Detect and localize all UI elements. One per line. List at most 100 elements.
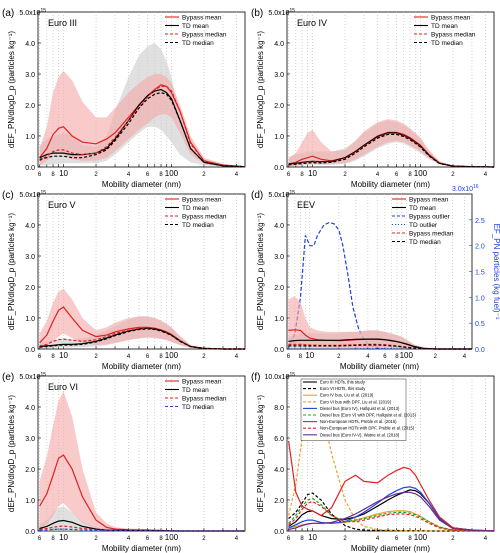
exponent: 15: [289, 8, 295, 14]
x-tick-label: 2: [94, 172, 98, 178]
x-axis-label: Mobility diameter (nm): [351, 544, 430, 553]
series-line: [288, 510, 495, 532]
panel-title: Euro V: [48, 200, 76, 210]
series-line: [288, 492, 494, 532]
legend-label: Non-European HDTs, Preble et al. (2015): [320, 419, 397, 424]
y-axis-label: dEF_PN/dlogD_p (particles kg⁻¹): [7, 395, 16, 512]
legend-label: Bypass median: [431, 31, 476, 38]
x-tick-label: 100: [414, 533, 428, 542]
x-tick-label: 100: [165, 169, 179, 178]
legend-label: TD mean: [431, 23, 458, 30]
y-tick-label: 0.0: [274, 347, 284, 354]
x-tick-label: 2: [202, 172, 206, 178]
x-tick-label: 6: [38, 172, 42, 178]
y-tick-label: 8.0: [274, 405, 284, 412]
y-tick-label: 10.0x1015: [265, 372, 296, 381]
y-tick-label: 1.0: [274, 316, 284, 323]
x-tick-label: 100: [165, 533, 179, 542]
series-line: [39, 328, 245, 350]
x-tick-label: 8: [159, 172, 163, 178]
y-tick-label: 3.0: [25, 72, 35, 79]
panel-e: 6 8 10 2 4 6 8 100 2 40.01.02.03.04.05.0x1015(e)E…: [2, 372, 246, 553]
y2-tick-label: 1.0: [475, 295, 485, 302]
exponent: 15: [40, 372, 46, 378]
x-tick-label: 8: [408, 172, 412, 178]
x-tick-label: 10: [305, 351, 314, 360]
legend-label: TD mean: [182, 23, 209, 30]
panel-label: (e): [2, 372, 14, 383]
y-tick-label: 4.0: [274, 223, 284, 230]
x-axis-label: Mobility diameter (nm): [102, 180, 181, 189]
legend-label: Bypass mean: [182, 378, 222, 385]
y-tick-label: 5.0x1015: [268, 190, 295, 199]
panel-a: 6 8 10 2 4 6 8 100 2 40.01.02.03.04.05.0x1015(a)E…: [2, 8, 246, 189]
x-tick-label: 2: [343, 172, 347, 178]
legend-label: TD outlier: [409, 222, 438, 229]
x-tick-label: 2: [202, 354, 206, 360]
legend-label: Euro IV bus, Liu et al. (2019): [320, 393, 374, 398]
series-line: [39, 85, 246, 168]
range-band: [39, 70, 245, 167]
legend-label: Euro VI bus with DPF, Liu et al. (2019): [320, 399, 392, 404]
x-tick-label: 8: [159, 354, 163, 360]
panel-label: (c): [2, 190, 14, 201]
y-tick-label: 3.0: [274, 254, 284, 261]
panel-label: (d): [251, 190, 263, 201]
legend-label: TD median: [409, 239, 441, 246]
legend-label: Bypass mean: [431, 14, 471, 21]
x-tick-label: 8: [51, 172, 55, 178]
legend-label: Non-European HDTs with DPF, Preble et al…: [320, 426, 415, 431]
x-tick-label: 8: [395, 354, 399, 360]
x-tick-label: 2: [94, 536, 98, 542]
legend-label: TD median: [182, 404, 214, 411]
x-tick-label: 8: [408, 536, 412, 542]
y-axis-label: dEF_PN/dlogD_p (particles kg⁻¹): [7, 31, 16, 148]
x-axis-label: Mobility diameter (nm): [340, 362, 419, 371]
panel-title: Euro VI: [48, 382, 78, 392]
x-tick-label: 100: [400, 351, 414, 360]
x-tick-label: 10: [59, 169, 68, 178]
legend-label: TD median: [182, 40, 214, 47]
x-tick-label: 2: [343, 536, 347, 542]
x-tick-label: 8: [300, 172, 304, 178]
x-tick-label: 4: [376, 172, 380, 178]
y2-tick-label: 0.5: [475, 321, 485, 328]
y-axis-label: dEF_PN/dlogD_p (particles kg⁻¹): [256, 395, 265, 512]
y-tick-label: 1.0: [25, 316, 35, 323]
x-tick-label: 4: [127, 172, 131, 178]
plot-frame: [37, 11, 246, 168]
plot-frame: [286, 375, 495, 532]
x-tick-label: 4: [484, 536, 488, 542]
legend-label: Bypass mean: [409, 196, 449, 203]
range-band: [288, 119, 494, 167]
legend-label: Bypass median: [182, 31, 227, 38]
x-tick-label: 8: [299, 354, 303, 360]
legend-label: Bypass mean: [182, 196, 222, 203]
x-tick-label: 10: [59, 351, 68, 360]
x-tick-label: 6: [395, 536, 399, 542]
x-tick-label: 2: [337, 354, 341, 360]
legend-label: TD mean: [182, 387, 209, 394]
x-tick-label: 4: [463, 354, 467, 360]
x-tick-label: 2: [451, 536, 455, 542]
x-tick-label: 2: [202, 536, 206, 542]
x-tick-label: 10: [308, 533, 317, 542]
legend-label: Diesel bus (Euro IV-V), Watne et al. (20…: [320, 432, 400, 437]
x-tick-label: 2: [94, 354, 98, 360]
y-axis-label: dEF_PN/dlogD_p (particles kg⁻¹): [256, 31, 265, 148]
panel-title: Euro III: [48, 18, 77, 28]
y-tick-label: 0.0: [25, 165, 35, 172]
legend-label: TD median: [182, 222, 214, 229]
plot-frame: [37, 193, 246, 350]
x-tick-label: 4: [376, 536, 380, 542]
legend-label: Diesel bus (Euro V) with DPF, Hallquist …: [320, 412, 416, 417]
y-axis-label: dEF_PN/dlogD_p (particles kg⁻¹): [7, 213, 16, 330]
legend-box: [300, 378, 407, 441]
y-tick-label: 2.0: [25, 103, 35, 110]
x-tick-label: 6: [287, 172, 291, 178]
panel-b: 6 8 10 2 4 6 8 100 2 40.01.02.03.04.05.0x1015(b)E…: [251, 8, 495, 189]
y-tick-label: 5.0x1015: [19, 8, 46, 17]
legend-label: TD median: [431, 40, 463, 47]
exponent: 15: [289, 372, 295, 378]
